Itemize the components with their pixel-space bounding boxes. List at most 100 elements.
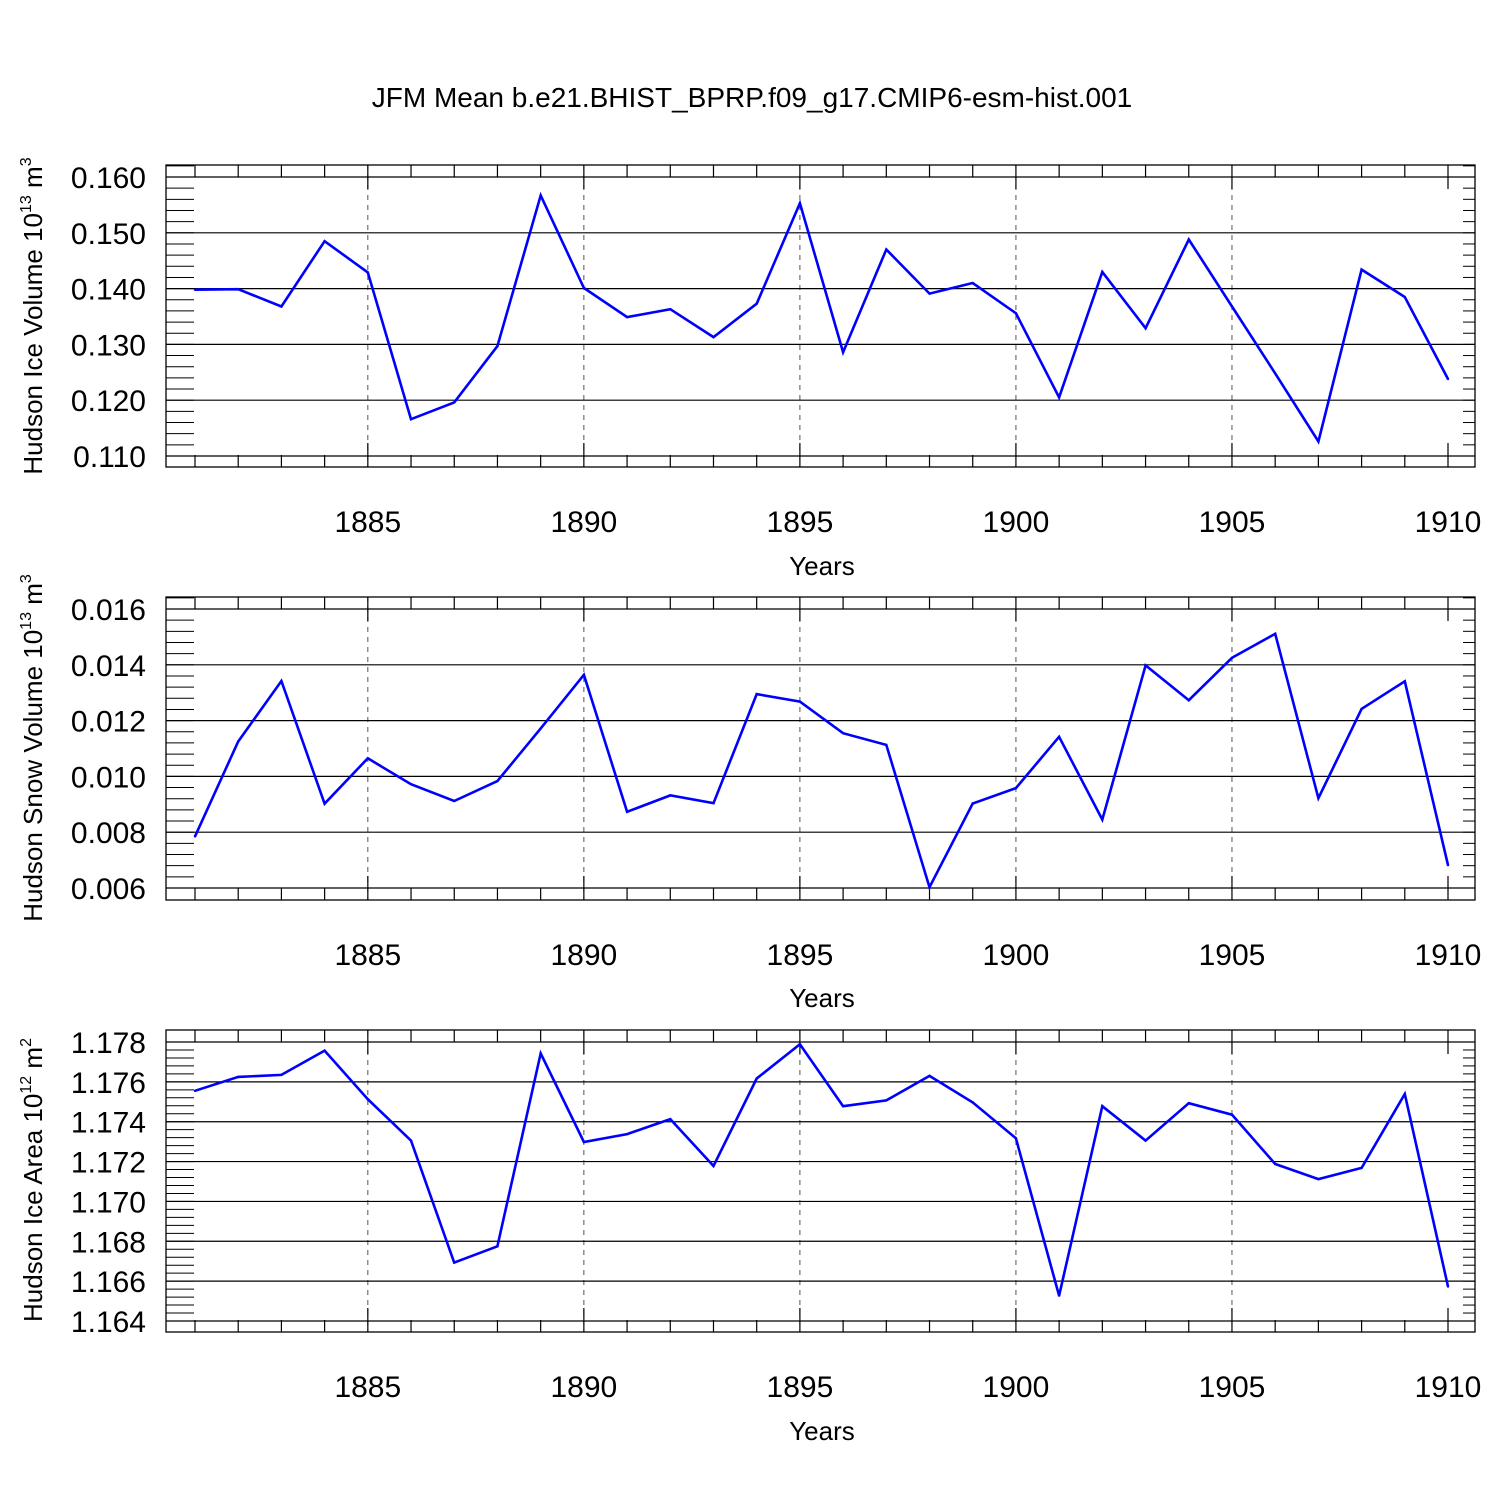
data-point [409, 783, 413, 786]
data-point [1403, 680, 1406, 683]
data-point [496, 1245, 499, 1248]
x-tick-label: 1895 [767, 939, 834, 972]
x-tick-label: 1905 [1199, 506, 1266, 539]
data-point [1230, 305, 1234, 308]
data-point [193, 1089, 197, 1093]
x-tick-label: 1910 [1415, 939, 1482, 972]
data-point [1273, 1162, 1277, 1166]
data-point [971, 1101, 974, 1104]
data-point [885, 1099, 888, 1102]
data-point [366, 757, 370, 760]
data-point [1360, 268, 1363, 271]
data-point [323, 239, 326, 243]
x-tick-label: 1890 [550, 1371, 617, 1404]
data-point [453, 401, 456, 404]
x-tick-label: 1910 [1415, 506, 1482, 539]
x-tick-label: 1895 [767, 1371, 834, 1404]
data-point [755, 1077, 758, 1080]
data-point [1187, 1101, 1190, 1105]
y-tick-label: 1.168 [71, 1226, 146, 1259]
data-point [755, 302, 758, 305]
data-point [1446, 377, 1450, 381]
data-point [1230, 1113, 1234, 1116]
data-point [280, 679, 283, 683]
x-axis-label: Years [789, 1416, 855, 1446]
data-point [798, 202, 802, 205]
data-point [798, 1042, 802, 1046]
data-point [582, 1140, 586, 1144]
data-point [885, 248, 888, 251]
y-tick-label: 0.012 [71, 706, 146, 739]
data-point [1014, 311, 1018, 315]
y-tick-label: 1.166 [71, 1266, 146, 1299]
data-point [193, 835, 197, 838]
x-axis-label: Years [789, 983, 855, 1013]
data-point [1403, 295, 1406, 299]
data-point [712, 1164, 715, 1168]
data-point [841, 351, 845, 354]
data-point [971, 802, 974, 805]
data-point [1446, 1285, 1450, 1288]
data-point [1317, 440, 1320, 443]
data-point [1101, 1104, 1104, 1108]
panel-ice-area: 1.164 1.166 1.168 1.170 1.172 1.174 1.176 1.178… [18, 1027, 1481, 1446]
data-point [582, 286, 586, 290]
data-point [280, 305, 283, 308]
x-tick-label: 1905 [1199, 1371, 1266, 1404]
data-point [928, 292, 931, 295]
x-tick-label: 1910 [1415, 1371, 1482, 1404]
data-point [539, 727, 542, 730]
data-point [366, 1097, 370, 1101]
y-tick-label: 1.172 [71, 1147, 146, 1180]
data-point [1144, 664, 1147, 667]
plot-frame [165, 164, 1476, 468]
x-tick-label: 1885 [334, 506, 401, 539]
data-point [1446, 863, 1450, 867]
data-point [1144, 1139, 1147, 1142]
plot-frame [165, 596, 1476, 901]
x-tick-label: 1885 [334, 1371, 401, 1404]
data-point [409, 1139, 413, 1142]
data-point [323, 1049, 326, 1052]
data-point [1230, 656, 1234, 660]
data-point [1403, 1092, 1406, 1096]
y-tick-label: 1.174 [71, 1107, 146, 1140]
data-point [453, 1261, 456, 1264]
data-point [193, 288, 197, 291]
y-tick-label: 0.008 [71, 817, 146, 850]
data-point [1014, 786, 1018, 790]
x-tick-label: 1900 [983, 506, 1050, 539]
data-point [1273, 372, 1277, 375]
y-tick-label: 0.010 [71, 761, 146, 794]
y-tick-label: 1.170 [71, 1186, 146, 1219]
x-tick-label: 1890 [550, 506, 617, 539]
x-tick-label: 1890 [550, 939, 617, 972]
data-point [755, 692, 758, 696]
data-point [841, 1104, 845, 1108]
x-tick-label: 1905 [1199, 939, 1266, 972]
data-point [1057, 735, 1061, 738]
data-point [1317, 796, 1320, 800]
data-point [1014, 1137, 1018, 1140]
data-point [885, 743, 888, 747]
data-point [971, 281, 974, 285]
y-tick-label: 0.014 [71, 650, 146, 683]
panel-ice-volume: 0.110 0.120 0.130 0.140 0.150 0.160 1885 1890 18… [18, 157, 1481, 581]
data-point [625, 1132, 629, 1136]
series-line-snow-volume [193, 631, 1450, 891]
data-point [323, 802, 326, 805]
y-axis-label: Hudson Snow Volume 1013 m3 [18, 574, 48, 922]
panel-snow-volume: 0.006 0.008 0.010 0.012 0.014 0.016 1885 1890 18… [18, 574, 1481, 1013]
y-tick-label: 1.178 [71, 1027, 146, 1060]
data-point [928, 1074, 931, 1078]
y-axis-label: Hudson Ice Area 1012 m2 [18, 1038, 48, 1322]
data-point [237, 287, 240, 291]
y-tick-label: 0.160 [71, 162, 146, 195]
y-tick-label: 0.120 [71, 385, 146, 418]
y-tick-label: 0.006 [71, 873, 146, 906]
y-tick-label: 0.140 [71, 274, 146, 307]
data-point [841, 731, 845, 735]
data-point [798, 700, 802, 703]
data-point [625, 315, 629, 319]
